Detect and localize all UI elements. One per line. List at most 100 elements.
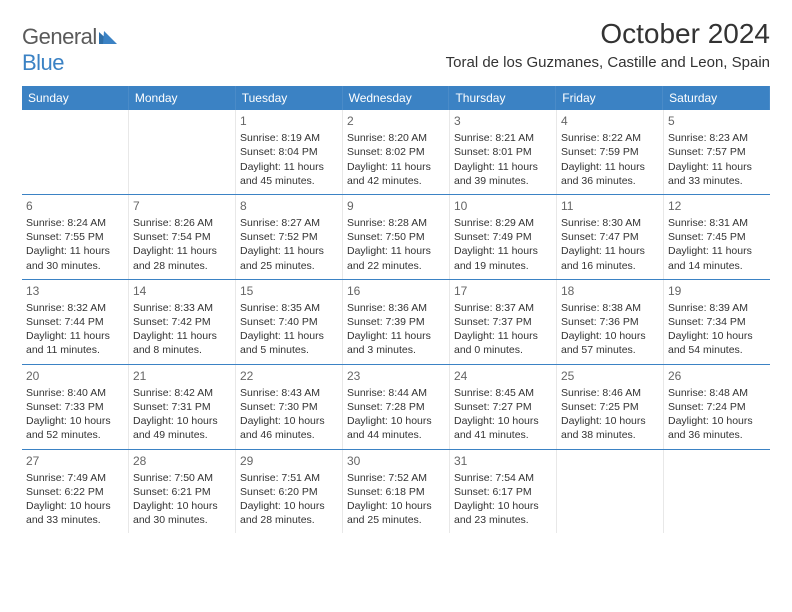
sunset-text: Sunset: 7:52 PM xyxy=(240,230,338,244)
day-cell: 9Sunrise: 8:28 AMSunset: 7:50 PMDaylight… xyxy=(343,195,450,279)
day-number: 1 xyxy=(240,113,338,129)
sunset-text: Sunset: 7:30 PM xyxy=(240,400,338,414)
day-number: 10 xyxy=(454,198,552,214)
sunset-text: Sunset: 7:47 PM xyxy=(561,230,659,244)
weekday-header: Wednesday xyxy=(343,86,450,110)
sunset-text: Sunset: 7:34 PM xyxy=(668,315,766,329)
weekday-header: Monday xyxy=(129,86,236,110)
week-row: 27Sunrise: 7:49 AMSunset: 6:22 PMDayligh… xyxy=(22,450,770,534)
day-number: 22 xyxy=(240,368,338,384)
logo-text: General Blue xyxy=(22,24,117,76)
daylight-text: Daylight: 11 hours and 39 minutes. xyxy=(454,160,552,188)
daylight-text: Daylight: 11 hours and 33 minutes. xyxy=(668,160,766,188)
day-number: 14 xyxy=(133,283,231,299)
sunrise-text: Sunrise: 7:54 AM xyxy=(454,471,552,485)
day-cell: 3Sunrise: 8:21 AMSunset: 8:01 PMDaylight… xyxy=(450,110,557,194)
sunset-text: Sunset: 7:28 PM xyxy=(347,400,445,414)
daylight-text: Daylight: 11 hours and 11 minutes. xyxy=(26,329,124,357)
daylight-text: Daylight: 10 hours and 49 minutes. xyxy=(133,414,231,442)
sunrise-text: Sunrise: 8:21 AM xyxy=(454,131,552,145)
sunset-text: Sunset: 7:40 PM xyxy=(240,315,338,329)
weekday-header: Sunday xyxy=(22,86,129,110)
day-number: 31 xyxy=(454,453,552,469)
day-cell: 10Sunrise: 8:29 AMSunset: 7:49 PMDayligh… xyxy=(450,195,557,279)
week-row: ..1Sunrise: 8:19 AMSunset: 8:04 PMDaylig… xyxy=(22,110,770,195)
calendar-page: General Blue October 2024 Toral de los G… xyxy=(0,0,792,543)
sunset-text: Sunset: 7:31 PM xyxy=(133,400,231,414)
daylight-text: Daylight: 10 hours and 54 minutes. xyxy=(668,329,766,357)
sunrise-text: Sunrise: 8:37 AM xyxy=(454,301,552,315)
sunset-text: Sunset: 7:27 PM xyxy=(454,400,552,414)
day-cell: 29Sunrise: 7:51 AMSunset: 6:20 PMDayligh… xyxy=(236,450,343,534)
daylight-text: Daylight: 10 hours and 36 minutes. xyxy=(668,414,766,442)
sunrise-text: Sunrise: 8:46 AM xyxy=(561,386,659,400)
day-number: 16 xyxy=(347,283,445,299)
sunset-text: Sunset: 7:36 PM xyxy=(561,315,659,329)
daylight-text: Daylight: 11 hours and 22 minutes. xyxy=(347,244,445,272)
day-number: 4 xyxy=(561,113,659,129)
title-block: October 2024 Toral de los Guzmanes, Cast… xyxy=(446,18,770,71)
day-cell: 2Sunrise: 8:20 AMSunset: 8:02 PMDaylight… xyxy=(343,110,450,194)
sunset-text: Sunset: 8:02 PM xyxy=(347,145,445,159)
sunrise-text: Sunrise: 7:49 AM xyxy=(26,471,124,485)
day-number: 6 xyxy=(26,198,124,214)
daylight-text: Daylight: 10 hours and 52 minutes. xyxy=(26,414,124,442)
sunrise-text: Sunrise: 8:40 AM xyxy=(26,386,124,400)
sunrise-text: Sunrise: 8:45 AM xyxy=(454,386,552,400)
day-number: 3 xyxy=(454,113,552,129)
day-number: 26 xyxy=(668,368,766,384)
day-cell: 24Sunrise: 8:45 AMSunset: 7:27 PMDayligh… xyxy=(450,365,557,449)
sunrise-text: Sunrise: 8:27 AM xyxy=(240,216,338,230)
daylight-text: Daylight: 11 hours and 14 minutes. xyxy=(668,244,766,272)
sunrise-text: Sunrise: 8:26 AM xyxy=(133,216,231,230)
daylight-text: Daylight: 11 hours and 5 minutes. xyxy=(240,329,338,357)
sunset-text: Sunset: 7:49 PM xyxy=(454,230,552,244)
day-cell: 5Sunrise: 8:23 AMSunset: 7:57 PMDaylight… xyxy=(664,110,770,194)
sunrise-text: Sunrise: 8:22 AM xyxy=(561,131,659,145)
weekday-header: Saturday xyxy=(663,86,770,110)
day-number: 28 xyxy=(133,453,231,469)
day-cell: 7Sunrise: 8:26 AMSunset: 7:54 PMDaylight… xyxy=(129,195,236,279)
day-number: 19 xyxy=(668,283,766,299)
day-cell: . xyxy=(22,110,129,194)
sunrise-text: Sunrise: 8:44 AM xyxy=(347,386,445,400)
day-number: 18 xyxy=(561,283,659,299)
day-cell: 26Sunrise: 8:48 AMSunset: 7:24 PMDayligh… xyxy=(664,365,770,449)
sunrise-text: Sunrise: 8:32 AM xyxy=(26,301,124,315)
day-number: . xyxy=(26,113,124,129)
weekday-header: Tuesday xyxy=(236,86,343,110)
day-cell: 13Sunrise: 8:32 AMSunset: 7:44 PMDayligh… xyxy=(22,280,129,364)
sunset-text: Sunset: 7:45 PM xyxy=(668,230,766,244)
daylight-text: Daylight: 10 hours and 38 minutes. xyxy=(561,414,659,442)
day-number: 9 xyxy=(347,198,445,214)
sunrise-text: Sunrise: 8:42 AM xyxy=(133,386,231,400)
sunrise-text: Sunrise: 8:30 AM xyxy=(561,216,659,230)
calendar-grid: SundayMondayTuesdayWednesdayThursdayFrid… xyxy=(22,86,770,533)
day-cell: 31Sunrise: 7:54 AMSunset: 6:17 PMDayligh… xyxy=(450,450,557,534)
day-cell: 25Sunrise: 8:46 AMSunset: 7:25 PMDayligh… xyxy=(557,365,664,449)
day-cell: 12Sunrise: 8:31 AMSunset: 7:45 PMDayligh… xyxy=(664,195,770,279)
daylight-text: Daylight: 10 hours and 33 minutes. xyxy=(26,499,124,527)
daylight-text: Daylight: 11 hours and 28 minutes. xyxy=(133,244,231,272)
daylight-text: Daylight: 11 hours and 19 minutes. xyxy=(454,244,552,272)
sunrise-text: Sunrise: 8:19 AM xyxy=(240,131,338,145)
weekday-header-row: SundayMondayTuesdayWednesdayThursdayFrid… xyxy=(22,86,770,110)
sunset-text: Sunset: 8:04 PM xyxy=(240,145,338,159)
sunset-text: Sunset: 7:44 PM xyxy=(26,315,124,329)
daylight-text: Daylight: 11 hours and 30 minutes. xyxy=(26,244,124,272)
day-number: 5 xyxy=(668,113,766,129)
weekday-header: Thursday xyxy=(449,86,556,110)
sunset-text: Sunset: 7:59 PM xyxy=(561,145,659,159)
sunset-text: Sunset: 7:57 PM xyxy=(668,145,766,159)
header: General Blue October 2024 Toral de los G… xyxy=(22,18,770,76)
logo: General Blue xyxy=(22,18,117,76)
day-cell: 15Sunrise: 8:35 AMSunset: 7:40 PMDayligh… xyxy=(236,280,343,364)
daylight-text: Daylight: 11 hours and 45 minutes. xyxy=(240,160,338,188)
logo-triangle-icon xyxy=(99,24,117,50)
sunset-text: Sunset: 6:22 PM xyxy=(26,485,124,499)
day-number: 7 xyxy=(133,198,231,214)
day-number: 11 xyxy=(561,198,659,214)
sunset-text: Sunset: 7:39 PM xyxy=(347,315,445,329)
week-row: 6Sunrise: 8:24 AMSunset: 7:55 PMDaylight… xyxy=(22,195,770,280)
day-number: 8 xyxy=(240,198,338,214)
